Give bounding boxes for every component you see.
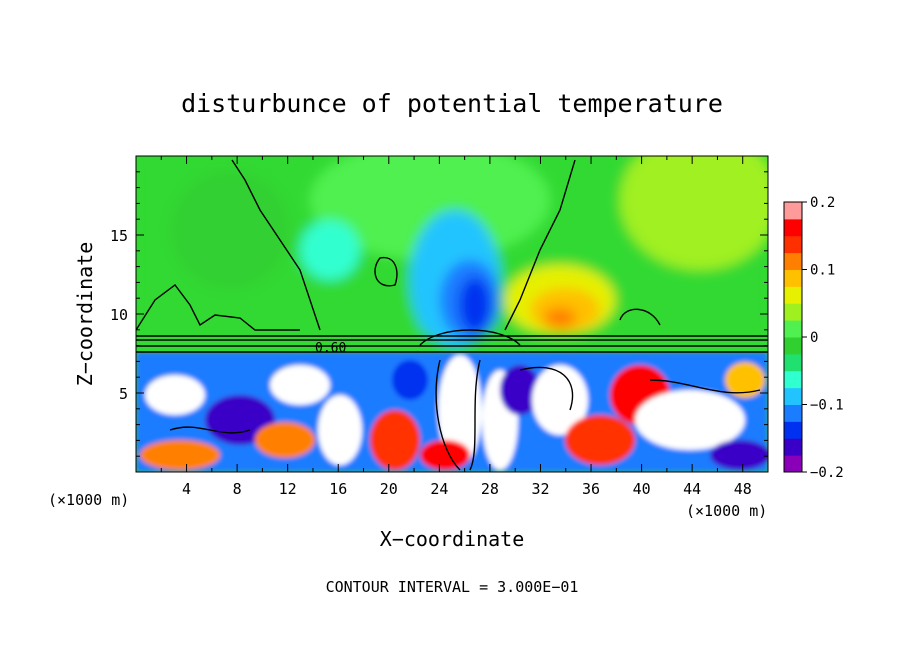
colorbar-swatch — [784, 337, 802, 355]
colorbar-swatch — [784, 320, 802, 338]
x-axis-label: X−coordinate — [380, 527, 525, 551]
colorbar-tick-label: 0.2 — [810, 195, 835, 211]
heatmap-field: 0.60 — [136, 156, 768, 472]
contour-label: 0.60 — [315, 341, 346, 356]
axis-ticks — [136, 156, 768, 472]
colorbar-swatch — [784, 269, 802, 287]
colorbar-swatch — [784, 252, 802, 270]
x-tick-label: 12 — [279, 480, 297, 498]
x-tick-label: 8 — [233, 480, 242, 498]
colorbar-swatch — [784, 286, 802, 304]
contour-interval-note: CONTOUR INTERVAL = 3.000E−01 — [326, 578, 579, 596]
colorbar-swatch — [784, 303, 802, 321]
x-tick-label: 4 — [182, 480, 191, 498]
colorbar — [783, 201, 807, 473]
colorbar-tick-label: −0.1 — [810, 398, 844, 414]
colorbar-tick-label: −0.2 — [810, 465, 844, 481]
chart-title: disturbunce of potential temperature — [181, 89, 723, 118]
x-tick-label: 36 — [582, 480, 600, 498]
colorbar-swatch — [784, 438, 802, 456]
x-unit-label-right: (×1000 m) — [686, 502, 767, 520]
x-unit-label-left: (×1000 m) — [48, 491, 129, 509]
x-tick-label: 24 — [430, 480, 448, 498]
colorbar-swatch — [784, 218, 802, 237]
y-tick-label: 15 — [110, 227, 128, 245]
x-tick-label: 40 — [633, 480, 651, 498]
colorbar-swatch — [784, 202, 802, 220]
colorbar-swatch — [784, 421, 802, 439]
x-tick-labels: 4 8 12 16 20 24 28 32 36 40 44 48 — [182, 480, 752, 498]
x-tick-label: 32 — [531, 480, 549, 498]
y-tick-labels: 5 10 15 — [110, 227, 128, 403]
colorbar-swatch — [784, 353, 802, 372]
x-tick-label: 20 — [380, 480, 398, 498]
colorbar-swatch — [784, 455, 802, 473]
x-tick-label: 16 — [329, 480, 347, 498]
y-axis-label: Z−coordinate — [73, 242, 97, 387]
x-tick-label: 44 — [683, 480, 701, 498]
colorbar-tick-label: 0.1 — [810, 263, 835, 279]
contour-lines — [136, 159, 768, 471]
x-tick-label: 28 — [481, 480, 499, 498]
y-tick-label: 5 — [119, 385, 128, 403]
y-tick-label: 10 — [110, 306, 128, 324]
colorbar-swatch — [784, 387, 802, 405]
colorbar-tick-labels: 0.2 0.1 0 −0.1 −0.2 — [810, 195, 844, 481]
colorbar-swatch — [784, 404, 802, 422]
x-tick-label: 48 — [734, 480, 752, 498]
colorbar-swatch — [784, 370, 802, 389]
colorbar-swatch — [784, 235, 802, 254]
colorbar-tick-label: 0 — [810, 330, 818, 346]
